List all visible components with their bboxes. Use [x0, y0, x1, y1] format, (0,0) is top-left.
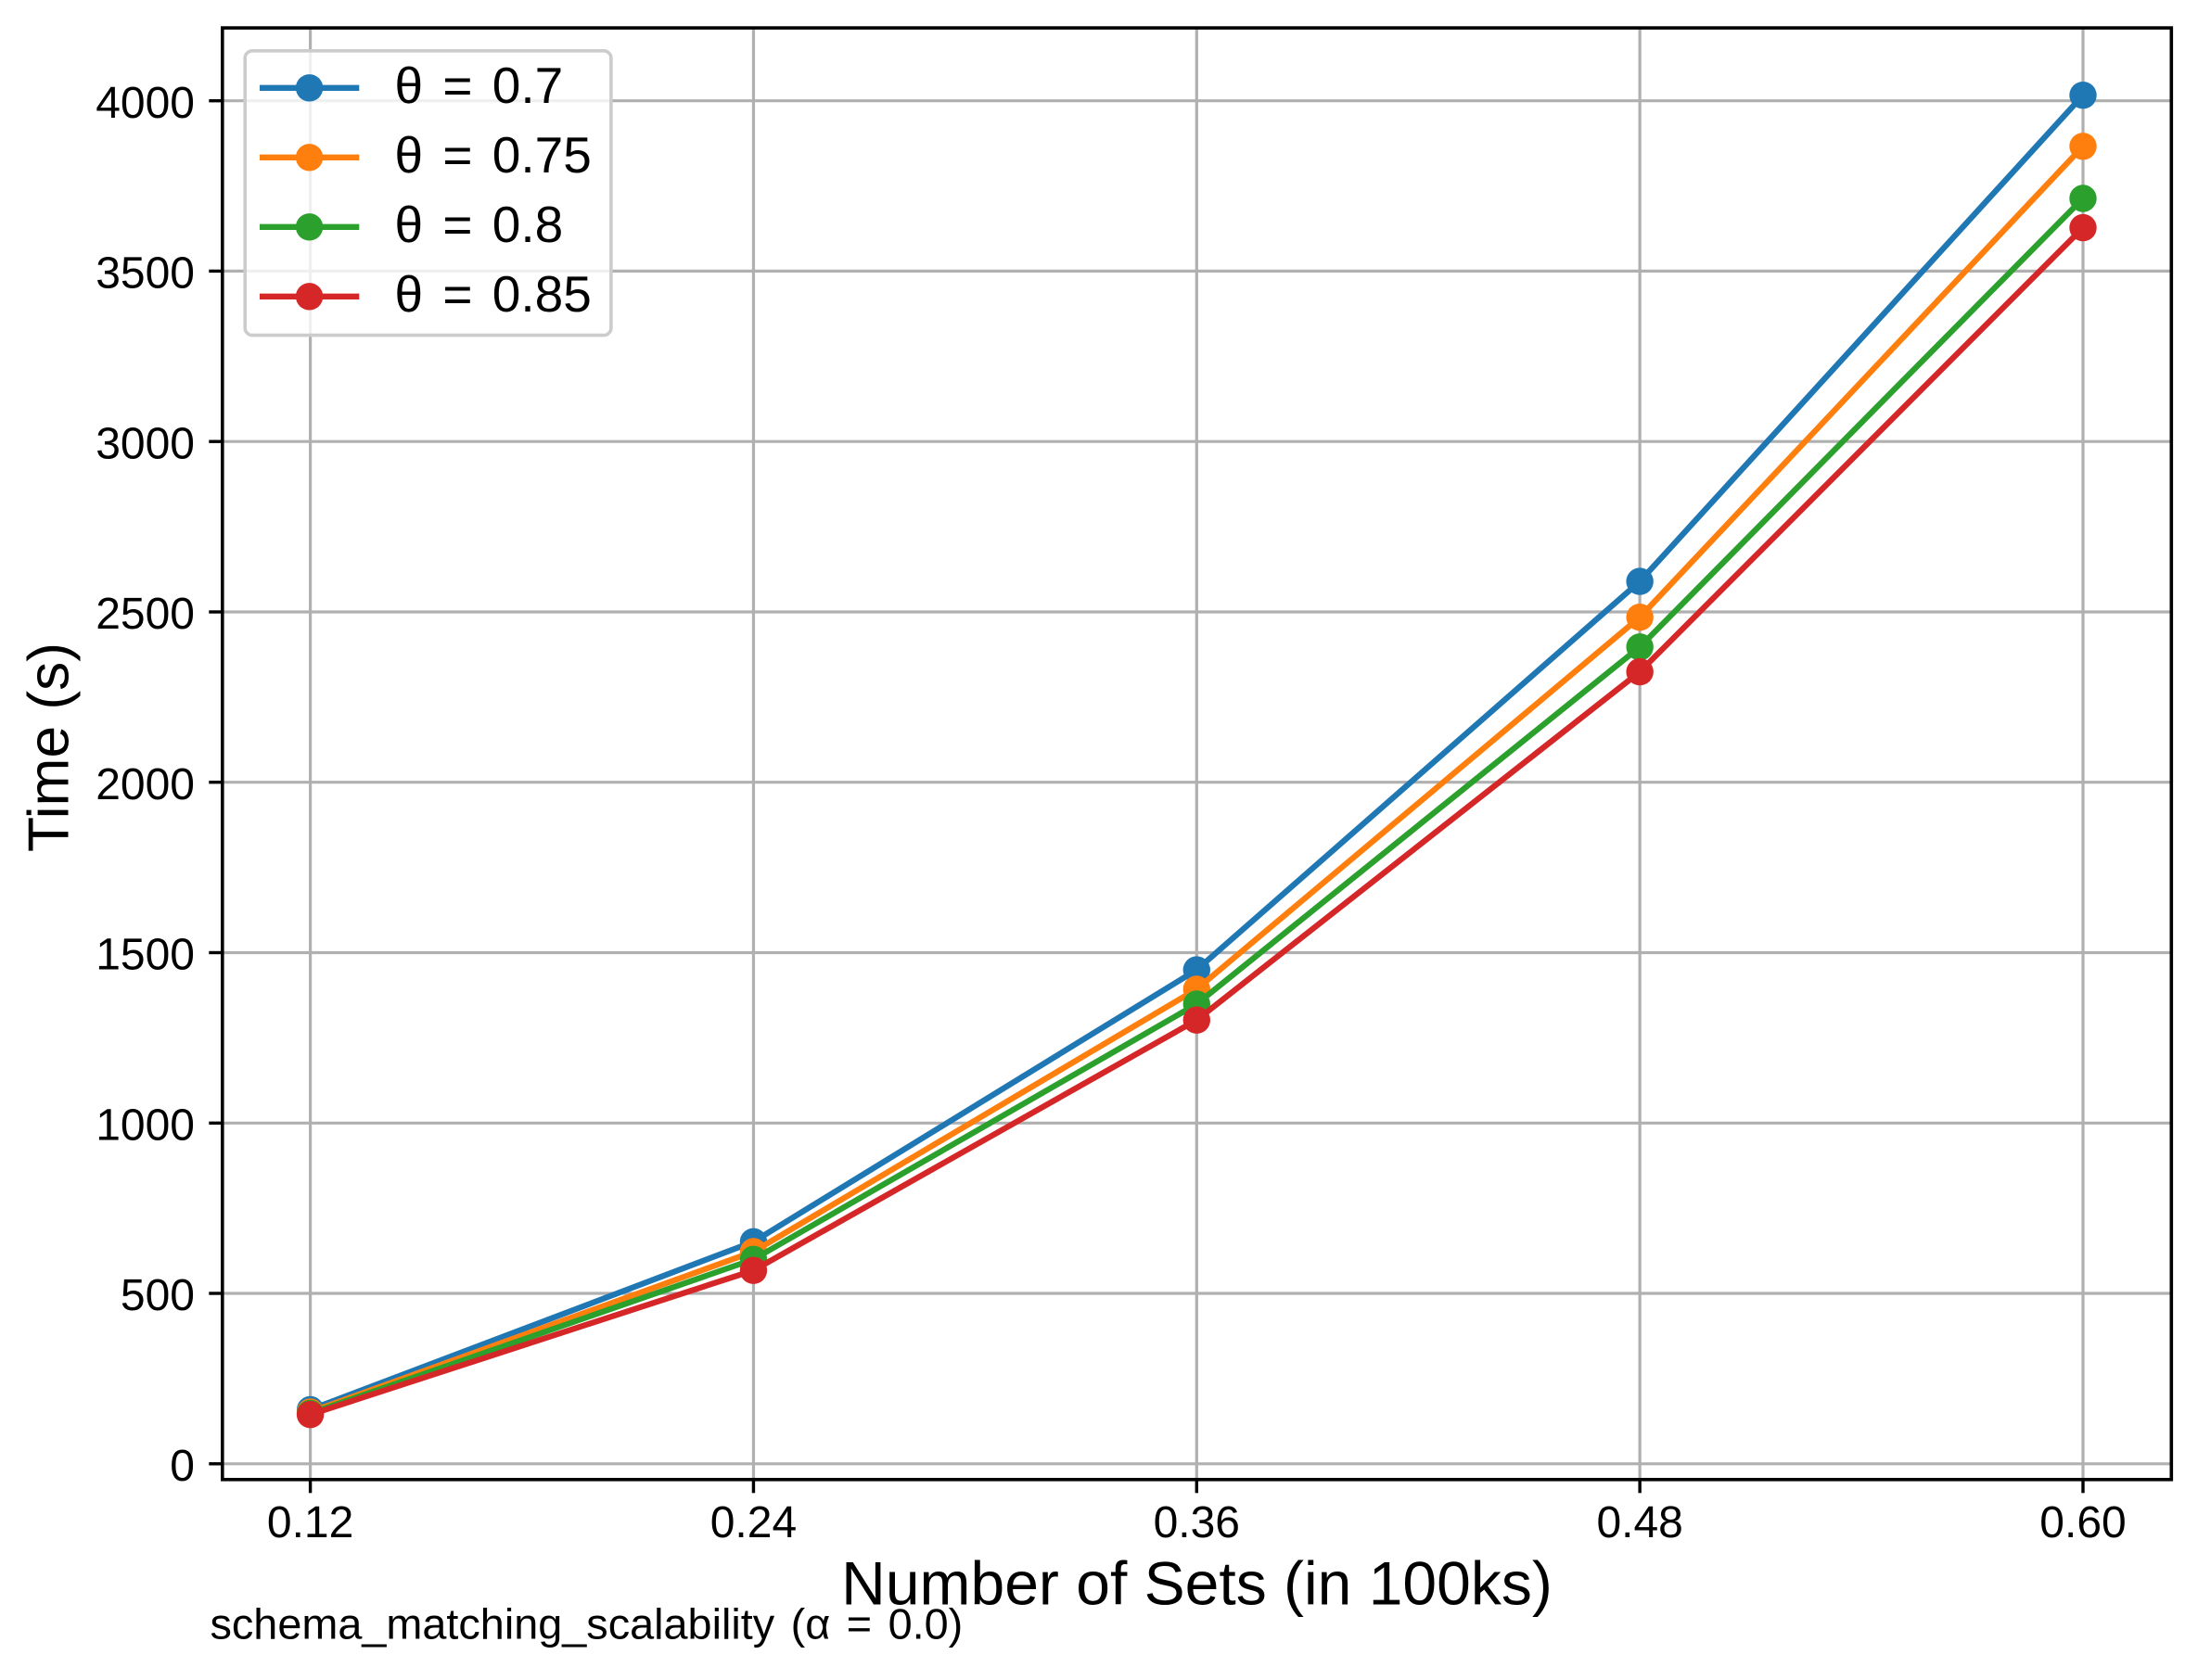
svg-text:θ = 0.7: θ = 0.7	[395, 57, 564, 114]
svg-text:0.60: 0.60	[2039, 1498, 2126, 1547]
svg-text:2500: 2500	[96, 590, 195, 639]
svg-text:0.48: 0.48	[1596, 1498, 1682, 1547]
svg-text:0: 0	[170, 1442, 195, 1491]
svg-text:4000: 4000	[96, 79, 195, 128]
svg-text:0.12: 0.12	[267, 1498, 353, 1547]
svg-text:Time (s): Time (s)	[18, 643, 82, 852]
svg-text:3000: 3000	[96, 419, 195, 468]
svg-text:500: 500	[121, 1271, 195, 1320]
svg-text:0.36: 0.36	[1154, 1498, 1240, 1547]
svg-text:1500: 1500	[96, 931, 195, 980]
svg-text:2000: 2000	[96, 760, 195, 809]
svg-text:Number of Sets (in 100ks): Number of Sets (in 100ks)	[841, 1549, 1553, 1618]
svg-text:θ = 0.8: θ = 0.8	[395, 196, 564, 253]
svg-text:3500: 3500	[96, 249, 195, 299]
svg-text:schema_matching_scalability (α: schema_matching_scalability (α = 0.0)	[211, 1600, 964, 1648]
svg-text:θ = 0.85: θ = 0.85	[395, 265, 592, 323]
svg-text:θ = 0.75: θ = 0.75	[395, 126, 592, 184]
svg-text:0.24: 0.24	[710, 1498, 797, 1547]
svg-text:1000: 1000	[96, 1101, 195, 1151]
